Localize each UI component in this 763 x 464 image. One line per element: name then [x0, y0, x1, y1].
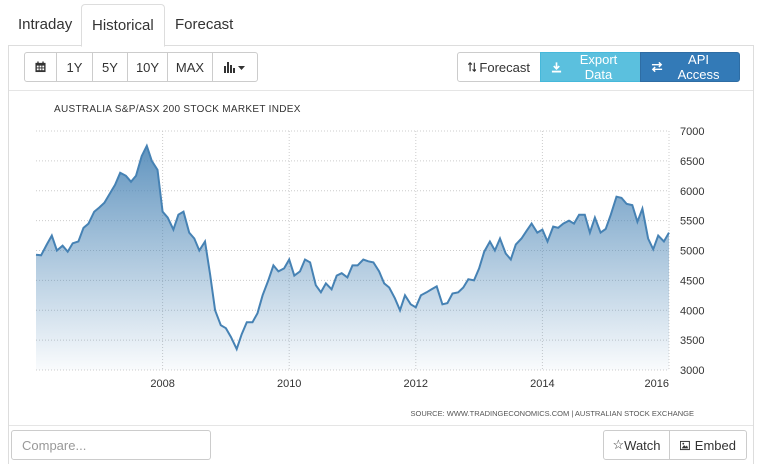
y-tick-label: 3500	[680, 335, 704, 347]
range-10y-button[interactable]: 10Y	[127, 52, 168, 82]
chart-area: AUSTRALIA S&P/ASX 200 STOCK MARKET INDEX…	[9, 90, 753, 426]
x-tick-label: 2016	[645, 378, 669, 390]
y-tick-label: 5000	[680, 246, 704, 258]
tab-forecast[interactable]: Forecast	[175, 16, 234, 33]
x-tick-label: 2012	[404, 378, 428, 390]
y-tick-label: 4000	[680, 305, 704, 317]
forecast-button[interactable]: Forecast	[457, 52, 541, 82]
y-tick-label: 6000	[680, 186, 704, 198]
x-tick-label: 2014	[530, 378, 554, 390]
embed-label: Embed	[694, 437, 736, 453]
export-data-button[interactable]: Export Data	[540, 52, 641, 82]
x-axis: 2008 2010 2012 2014 2016	[150, 378, 669, 390]
api-access-button[interactable]: API Access	[640, 52, 740, 82]
download-icon	[551, 62, 562, 73]
chart-type-button[interactable]	[212, 52, 258, 82]
range-toolbar: 1Y 5Y 10Y MAX	[24, 52, 258, 82]
calendar-button[interactable]	[24, 52, 57, 82]
range-max-button[interactable]: MAX	[167, 52, 213, 82]
caret-down-icon	[238, 66, 245, 70]
bottom-bar: ☆ Watch Embed	[9, 430, 753, 464]
chart-title: AUSTRALIA S&P/ASX 200 STOCK MARKET INDEX	[54, 104, 301, 115]
embed-button[interactable]: Embed	[669, 430, 747, 460]
calendar-icon	[35, 61, 46, 73]
action-toolbar: Forecast Export Data API Access	[457, 52, 740, 82]
series-line	[35, 143, 670, 352]
y-tick-label: 4500	[680, 275, 704, 287]
y-tick-label: 3000	[680, 365, 704, 377]
bar-chart-icon	[224, 62, 245, 73]
view-tabs: Intraday Historical Forecast	[8, 4, 754, 47]
exchange-icon	[651, 61, 663, 73]
y-tick-label: 7000	[680, 126, 704, 138]
watch-button[interactable]: ☆ Watch	[603, 430, 670, 460]
range-5y-button[interactable]: 5Y	[92, 52, 128, 82]
watch-label: Watch	[624, 437, 661, 453]
x-tick-label: 2010	[277, 378, 301, 390]
series-area	[36, 145, 669, 370]
image-icon	[680, 440, 690, 450]
share-toolbar: ☆ Watch Embed	[603, 430, 747, 460]
chart-panel: 1Y 5Y 10Y MAX Forecast Export Data	[8, 46, 754, 464]
stock-index-chart: AUSTRALIA S&P/ASX 200 STOCK MARKET INDEX…	[35, 104, 704, 418]
y-tick-label: 5500	[680, 216, 704, 228]
sort-arrows-icon	[468, 61, 477, 73]
y-tick-label: 6500	[680, 156, 704, 168]
chart-source: SOURCE: WWW.TRADINGECONOMICS.COM | AUSTR…	[410, 409, 694, 418]
tab-intraday[interactable]: Intraday	[18, 16, 73, 33]
y-axis: 3000 3500 4000 4500 5000 5500 6000 6500 7000	[680, 126, 704, 377]
export-data-label: Export Data	[579, 52, 618, 82]
star-icon: ☆	[612, 437, 625, 452]
compare-input[interactable]	[11, 430, 211, 460]
x-tick-label: 2008	[150, 378, 174, 390]
api-access-label: API Access	[677, 52, 720, 82]
range-1y-button[interactable]: 1Y	[56, 52, 93, 82]
forecast-button-label: Forecast	[479, 59, 530, 75]
tab-historical[interactable]: Historical	[81, 4, 165, 47]
